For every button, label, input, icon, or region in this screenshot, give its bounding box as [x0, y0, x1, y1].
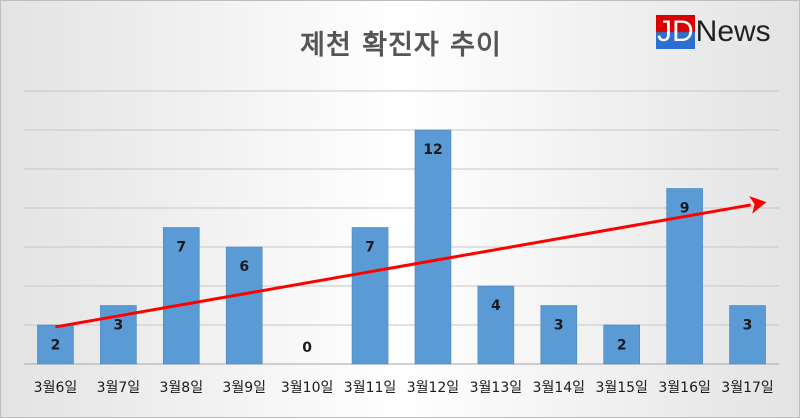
trend-arrow-line [55, 203, 751, 329]
x-tick-label: 3월14일 [533, 380, 585, 396]
logo-jd: JD [656, 15, 695, 49]
jdnews-logo: JDNews [656, 15, 771, 53]
data-label: 3 [743, 318, 753, 334]
data-label: 4 [491, 298, 501, 314]
x-tick-label: 3월6일 [34, 380, 78, 396]
x-tick-label: 3월15일 [595, 380, 647, 396]
data-label: 7 [176, 240, 186, 256]
x-tick-label: 3월9일 [222, 380, 266, 396]
data-label: 3 [114, 318, 124, 334]
bar [477, 285, 515, 365]
trend-arrow-head [749, 196, 767, 214]
bar [603, 324, 641, 365]
x-tick-label: 3월13일 [470, 380, 522, 396]
x-tick-label: 3월16일 [658, 380, 710, 396]
bar [351, 227, 389, 365]
data-label: 0 [302, 340, 312, 356]
x-tick-label: 3월8일 [160, 380, 204, 396]
bar [162, 227, 200, 365]
x-tick-label: 3월7일 [97, 380, 141, 396]
data-label: 6 [239, 259, 249, 275]
x-tick-label: 3월10일 [281, 380, 333, 396]
x-tick-label: 3월17일 [721, 380, 773, 396]
bar [414, 129, 452, 365]
bar [225, 246, 263, 365]
data-label: 12 [423, 142, 442, 158]
x-tick-label: 3월12일 [407, 380, 459, 396]
data-label: 3 [554, 318, 564, 334]
bar [37, 324, 74, 365]
chart-title: 제천 확진자 추이 [300, 30, 502, 61]
bar [540, 305, 578, 365]
data-label: 7 [365, 240, 375, 256]
bar [729, 305, 766, 365]
data-label: 2 [51, 338, 61, 354]
x-tick-label: 3월11일 [344, 380, 396, 396]
data-label: 9 [680, 201, 690, 217]
data-label: 2 [617, 338, 627, 354]
logo-news: News [695, 15, 771, 48]
